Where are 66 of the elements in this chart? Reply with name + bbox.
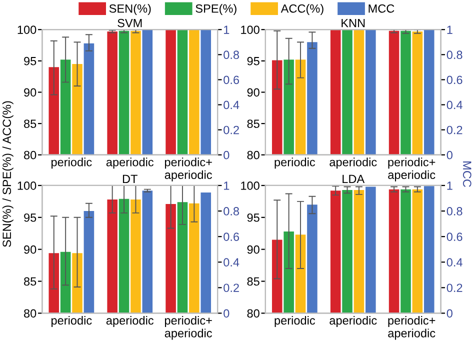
y2-tick-label: 0.6 <box>224 232 240 241</box>
x-tick-label: periodic+ aperiodic <box>164 316 212 340</box>
y2-tick-label: 0.4 <box>224 100 240 110</box>
x-tick-label: periodic <box>274 158 316 169</box>
y2-tick-label: 0 <box>446 150 452 160</box>
y-tick-label: 95 <box>247 213 260 222</box>
y2-tick-label: 1 <box>447 182 452 190</box>
y-tick-label: 100 <box>241 182 260 190</box>
chart-title: LDA <box>342 174 365 184</box>
y2-tick-label: 1 <box>224 26 230 34</box>
y2-tick-label: 0.6 <box>446 76 462 84</box>
y2-tick-label: 0.2 <box>224 284 239 292</box>
y-tick-label: 100 <box>18 26 36 34</box>
chart-title: DT <box>122 174 138 184</box>
y2-tick-label: 0.6 <box>446 232 462 241</box>
x-tick-label: periodic+ aperiodic <box>388 158 436 182</box>
y2-tick-label: 0.4 <box>224 258 240 267</box>
y-tick-label: 80 <box>24 150 36 160</box>
y-tick-label: 85 <box>24 120 36 128</box>
y-tick-label: 100 <box>241 26 260 34</box>
y-tick-label: 80 <box>247 150 260 160</box>
x-tick-label: aperiodic <box>106 316 154 327</box>
y-tick-label: 85 <box>24 277 36 286</box>
y2-tick-label: 0 <box>224 309 230 318</box>
y2-tick-label: 0.6 <box>224 76 240 84</box>
y2-tick-label: 1 <box>447 26 452 34</box>
x-tick-label: periodic <box>52 158 92 169</box>
x-tick-label: periodic <box>274 316 316 327</box>
y2-tick-label: 0.4 <box>446 258 462 267</box>
y-tick-label: 90 <box>24 88 36 97</box>
y2-tick-label: 0.2 <box>446 126 462 134</box>
x-tick-label: periodic+ aperiodic <box>388 316 436 340</box>
y-tick-label: 85 <box>247 277 260 286</box>
y2-tick-label: 0.8 <box>224 50 240 60</box>
y2-axis-title: MCC <box>462 162 472 187</box>
x-tick-label: periodic <box>52 316 92 327</box>
y-axis-title: SEN(%) / SPE(%) / ACC(%) <box>2 101 14 247</box>
y-tick-label: 80 <box>24 309 36 318</box>
legend-label: ACC(%) <box>280 4 324 16</box>
y-tick-label: 95 <box>247 56 260 66</box>
x-tick-label: aperiodic <box>330 316 377 327</box>
y-tick-label: 80 <box>247 309 260 318</box>
y2-tick-label: 1 <box>224 182 230 190</box>
y-tick-label: 90 <box>247 88 260 97</box>
x-tick-label: aperiodic <box>330 158 377 169</box>
y-tick-label: 90 <box>24 245 36 254</box>
chart-title: KNN <box>342 19 365 28</box>
y2-tick-label: 0 <box>446 309 452 318</box>
y2-tick-label: 0.2 <box>224 126 239 134</box>
y2-tick-label: 0 <box>224 150 230 160</box>
y-tick-label: 95 <box>24 56 36 66</box>
y2-tick-label: 0.2 <box>446 284 462 292</box>
y2-tick-label: 0.8 <box>446 50 462 60</box>
legend-label: MCC <box>368 4 394 13</box>
legend-label: SEN(%) <box>109 4 151 16</box>
y-tick-label: 90 <box>247 245 260 254</box>
y2-tick-label: 0.4 <box>446 100 462 110</box>
x-tick-label: periodic+ aperiodic <box>164 158 212 182</box>
y2-tick-label: 0.8 <box>446 207 462 216</box>
legend-label: SPE(%) <box>196 4 236 16</box>
y-tick-label: 95 <box>24 213 36 222</box>
y-tick-label: 85 <box>247 120 260 128</box>
x-tick-label: aperiodic <box>106 158 154 169</box>
y2-tick-label: 0.8 <box>224 207 240 216</box>
y-tick-label: 100 <box>18 182 36 190</box>
chart-title: SVM <box>118 18 142 28</box>
